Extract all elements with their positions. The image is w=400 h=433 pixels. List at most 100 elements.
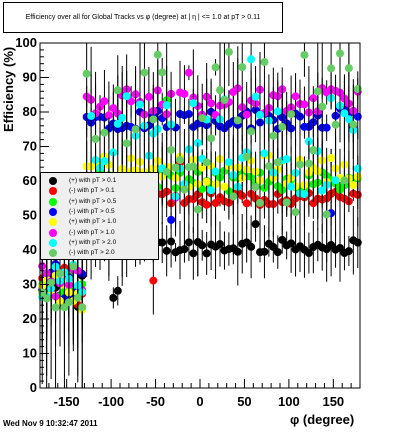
data-point	[309, 98, 318, 202]
data-point	[202, 152, 211, 173]
legend-label: (+) with pT > 0.5	[69, 197, 117, 205]
y-tick-label: 20	[23, 311, 37, 326]
data-point	[131, 94, 140, 164]
data-point	[344, 43, 353, 111]
data-point	[162, 225, 171, 277]
data-point	[300, 167, 309, 221]
x-axis-label: φ (degree)	[290, 412, 355, 427]
data-point	[304, 140, 313, 187]
legend-marker	[49, 228, 57, 237]
legend-label: (-) with pT > 0.5	[69, 207, 115, 215]
data-point	[207, 121, 216, 156]
legend-entry: (-) with pT > 1.0	[41, 228, 160, 238]
legend-label: (+) with pT > 1.0	[69, 218, 117, 226]
data-point	[220, 89, 229, 111]
legend-marker	[49, 187, 57, 196]
data-point	[176, 106, 184, 214]
data-point	[149, 72, 158, 167]
data-point	[207, 153, 216, 227]
data-point	[313, 43, 322, 157]
data-point	[233, 218, 242, 286]
data-point	[82, 43, 91, 131]
data-point	[167, 89, 176, 211]
data-point	[158, 222, 167, 264]
data-point	[273, 235, 282, 269]
data-point	[216, 43, 224, 140]
data-point	[327, 43, 336, 110]
data-point	[242, 146, 251, 167]
y-tick-label: 40	[23, 242, 37, 257]
data-point	[278, 93, 287, 161]
data-point	[229, 61, 238, 123]
data-point	[282, 194, 291, 211]
data-point	[331, 74, 340, 175]
y-tick-label: 0	[30, 380, 37, 395]
data-point	[109, 84, 118, 132]
data-point	[162, 135, 171, 208]
legend-entry: (+) with pT > 2.0	[41, 238, 160, 248]
data-point	[264, 95, 273, 238]
data-point	[167, 211, 176, 229]
data-point	[251, 153, 260, 221]
x-tick-label: 0	[196, 394, 203, 409]
data-point	[153, 43, 162, 136]
data-point	[273, 72, 282, 151]
data-point	[171, 98, 180, 237]
legend-label: (+) with pT > 2.0	[69, 238, 117, 246]
data-point	[247, 215, 256, 279]
legend-entry: (+) with pT > 0.5	[41, 197, 160, 207]
data-point	[202, 231, 211, 275]
data-point	[189, 226, 198, 280]
data-point	[287, 155, 296, 218]
legend-entry: (+) with pT > 0.1	[41, 176, 160, 186]
data-point	[211, 59, 220, 76]
data-point	[260, 122, 269, 185]
data-point	[233, 46, 242, 195]
data-point	[287, 75, 296, 153]
data-point	[296, 98, 304, 231]
y-tick-label: 10	[23, 346, 37, 361]
y-tick-label: 90	[23, 70, 37, 85]
data-point	[224, 104, 233, 220]
data-point	[269, 87, 278, 185]
data-point	[198, 102, 207, 134]
data-point	[247, 77, 256, 185]
y-tick-label: 80	[23, 104, 37, 119]
y-axis-label: Efficiency (%)	[1, 46, 16, 132]
legend-label: (-) with pT > 0.1	[69, 187, 115, 195]
data-point	[304, 232, 313, 274]
legend-label: (-) with pT > 1.0	[69, 228, 115, 236]
legend: (+) with pT > 0.1 (-) with pT > 0.1 (+) wi…	[40, 172, 159, 260]
data-point	[140, 43, 149, 151]
data-point	[198, 229, 207, 261]
legend-marker	[49, 218, 57, 227]
data-point	[322, 166, 331, 263]
data-point	[322, 114, 331, 141]
data-point	[256, 51, 264, 178]
y-tick-label: 60	[23, 173, 37, 188]
data-point	[260, 43, 269, 118]
x-tick-label: -50	[146, 394, 165, 409]
y-tick-label: 70	[23, 139, 37, 154]
legend-label: (+) with pT > 0.1	[69, 177, 117, 184]
data-point	[340, 123, 349, 238]
data-point	[336, 214, 344, 282]
data-point	[344, 236, 353, 267]
data-point	[216, 221, 224, 267]
legend-marker	[49, 197, 57, 206]
data-point	[224, 43, 233, 87]
data-point	[291, 169, 300, 256]
data-point	[158, 57, 167, 87]
data-point	[336, 43, 344, 123]
data-point	[273, 148, 282, 176]
legend-entry: (+) with pT > 1.0	[41, 217, 160, 227]
legend-marker	[49, 207, 57, 216]
legend-marker	[49, 238, 57, 247]
data-point	[109, 287, 118, 309]
legend-label: (-) with pT > 2.0	[69, 249, 115, 257]
legend-entry: (-) with pT > 0.5	[41, 207, 160, 217]
data-point	[349, 79, 358, 171]
data-point	[229, 138, 238, 255]
data-point	[300, 43, 309, 77]
axes-layer: -150 -100 -50 0 50 100 150 0 10 20 30 40 50 60 70 80 90 1…	[15, 35, 361, 409]
